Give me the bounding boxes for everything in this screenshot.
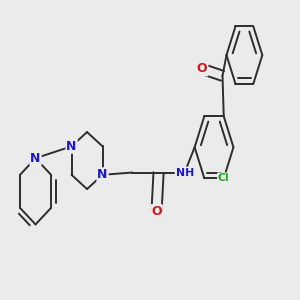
Text: NH: NH [176, 167, 194, 178]
Text: Cl: Cl [218, 173, 230, 183]
Text: O: O [151, 205, 162, 218]
Text: N: N [66, 140, 77, 153]
Text: O: O [197, 62, 207, 75]
Text: N: N [30, 152, 41, 165]
Text: N: N [98, 168, 108, 181]
